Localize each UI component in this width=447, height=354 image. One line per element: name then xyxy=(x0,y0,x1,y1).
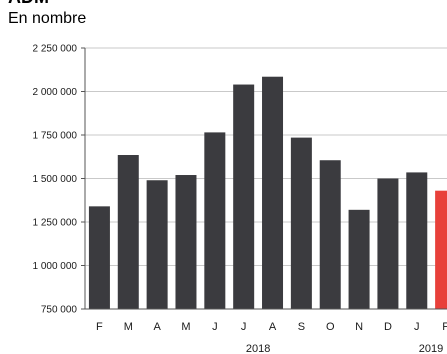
x-tick-label: J xyxy=(241,321,247,333)
y-tick-label: 2 000 000 xyxy=(33,87,78,98)
axes xyxy=(81,47,447,310)
year-labels: 2018 2019 xyxy=(246,343,443,354)
x-tick-label: S xyxy=(298,321,305,333)
bar xyxy=(146,180,168,309)
bar xyxy=(348,209,370,309)
y-tick-label: 750 000 xyxy=(41,305,78,316)
bar xyxy=(175,175,197,309)
x-tick-label: F xyxy=(442,321,447,333)
x-tick-label: J xyxy=(212,321,218,333)
x-tick-label: A xyxy=(153,321,161,333)
y-tick-label: 2 250 000 xyxy=(33,44,78,55)
y-tick-label: 1 250 000 xyxy=(33,218,78,229)
bar xyxy=(406,172,428,309)
bars xyxy=(88,76,447,310)
x-tick-label: A xyxy=(269,321,277,333)
bar xyxy=(117,155,139,309)
bar xyxy=(435,190,447,309)
bar xyxy=(88,206,110,309)
x-tick-label: F xyxy=(96,321,103,333)
bar xyxy=(233,84,255,309)
year-label: 2018 xyxy=(246,343,270,354)
bar xyxy=(204,132,226,309)
bar xyxy=(290,137,312,309)
year-label: 2019 xyxy=(419,343,443,354)
chart-title: ADM xyxy=(8,0,49,8)
x-tick-label: M xyxy=(124,321,133,333)
x-tick-label: D xyxy=(384,321,392,333)
bar xyxy=(319,160,341,309)
bar xyxy=(377,178,399,309)
y-axis-tick-labels: 750 000 1 000 000 1 250 000 1 500 000 1 750 … xyxy=(33,44,78,316)
y-tick-label: 1 750 000 xyxy=(33,131,78,142)
y-tick-label: 1 500 000 xyxy=(33,174,78,185)
x-tick-label: J xyxy=(414,321,420,333)
x-tick-label: N xyxy=(355,321,363,333)
y-tick-label: 1 000 000 xyxy=(33,261,78,272)
chart-subtitle: En nombre xyxy=(8,10,87,27)
x-tick-label: M xyxy=(181,321,190,333)
bar xyxy=(262,76,284,310)
x-tick-label: O xyxy=(326,321,335,333)
